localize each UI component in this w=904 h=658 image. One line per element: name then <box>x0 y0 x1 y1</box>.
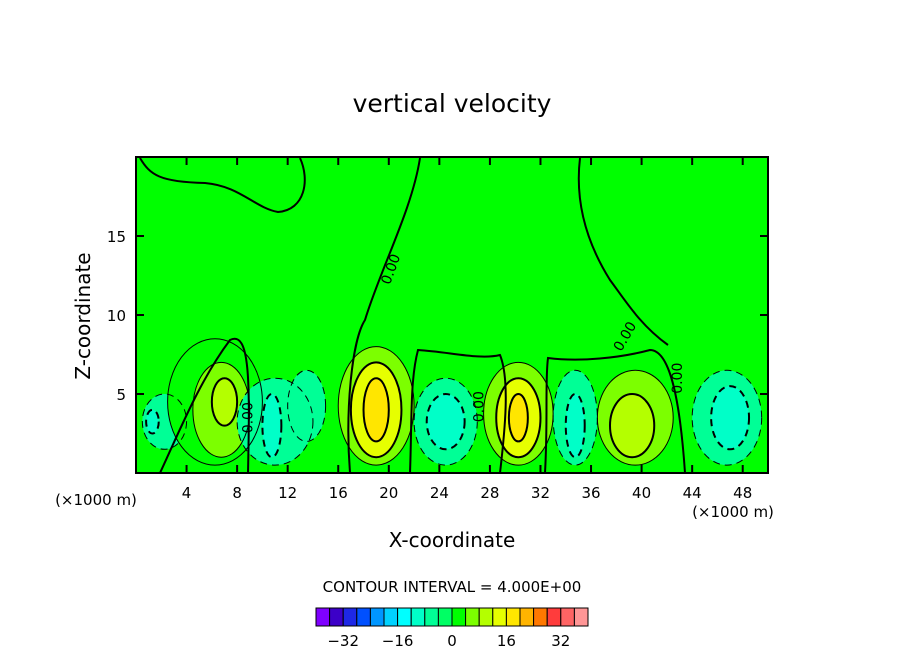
zero-contour-low-band <box>409 348 507 473</box>
contour-cell-4 <box>211 378 238 426</box>
x-tick-label-9: 40 <box>632 484 651 502</box>
x-tick-label-1: 8 <box>232 484 242 502</box>
zero-contour-label-2: 0.00 <box>472 391 488 422</box>
colorbar-tick-labels: −32 −16 0 16 32 <box>327 632 570 650</box>
x-tick-label-2: 12 <box>278 484 297 502</box>
colorbar-tick-label-3: 16 <box>497 632 516 650</box>
contour-outline-5 <box>236 377 314 466</box>
x-tick-label-5: 24 <box>430 484 449 502</box>
contour-outline-11 <box>413 377 478 466</box>
y-axis-ticks: 5 10 15 <box>107 228 768 404</box>
colorbar-swatch-16 <box>533 607 548 627</box>
x-axis-ticks: 4 8 12 16 20 24 28 32 36 40 44 48 <box>182 157 752 502</box>
colorbar-tick-label-4: 32 <box>551 632 570 650</box>
chart-title: vertical velocity <box>353 89 552 118</box>
colorbar-tick-label-1: −16 <box>382 632 414 650</box>
contour-outline-10 <box>362 377 390 443</box>
x-tick-label-11: 48 <box>733 484 752 502</box>
colorbar-swatch-2 <box>342 607 358 627</box>
x-unit-left: (×1000 m) <box>55 491 137 509</box>
contour-cell-7 <box>287 370 326 442</box>
y-axis-label: Z-coordinate <box>71 252 95 379</box>
contour-outline-9 <box>349 361 403 459</box>
x-unit-right: (×1000 m) <box>692 503 774 521</box>
contour-outline-21 <box>710 385 751 451</box>
zero-contour-central-plume-right <box>577 157 669 346</box>
x-tick-label-7: 32 <box>531 484 550 502</box>
contour-outline-20 <box>691 369 763 466</box>
y-tick-label-2: 15 <box>107 228 126 246</box>
contour-cell-21 <box>711 386 750 450</box>
contour-cell-17 <box>565 394 585 458</box>
colorbar-swatch-15 <box>519 607 535 627</box>
contour-outline-layer <box>141 338 763 466</box>
contour-cell-19 <box>610 394 655 458</box>
contour-cell-12 <box>426 394 465 450</box>
colorbar-swatch-0 <box>315 607 331 627</box>
contour-cell-10 <box>363 378 389 442</box>
x-tick-label-4: 20 <box>379 484 398 502</box>
zero-contour-label-4: 0.00 <box>670 363 686 394</box>
contour-fill-layer <box>142 338 762 466</box>
contour-outline-18 <box>596 369 674 466</box>
contour-outline-6 <box>261 393 283 459</box>
contour-outline-4 <box>210 377 239 427</box>
colorbar-swatch-8 <box>424 607 439 627</box>
zero-contour-label-1: 0.00 <box>240 402 256 433</box>
contour-outline-0 <box>141 393 188 450</box>
contour-outline-13 <box>483 361 554 466</box>
x-tick-label-6: 28 <box>480 484 499 502</box>
x-axis-label: X-coordinate <box>389 528 516 552</box>
x-tick-label-0: 4 <box>182 484 192 502</box>
colorbar-swatch-19 <box>573 607 589 627</box>
colorbar-swatch-1 <box>329 607 344 627</box>
plot-area: 0.000.00 0.000.000.00 <box>135 156 769 474</box>
contour-outline-17 <box>564 393 586 459</box>
contour-outline-7 <box>287 369 327 442</box>
contour-outline-8 <box>337 346 415 466</box>
zero-contour-right-band <box>544 348 686 473</box>
x-tick-label-10: 44 <box>683 484 702 502</box>
colorbar-swatch-14 <box>505 607 521 627</box>
colorbar-swatch-9 <box>437 607 453 627</box>
colorbar-swatch-3 <box>356 607 371 627</box>
colorbar <box>315 607 589 627</box>
contour-cell-1 <box>146 409 159 434</box>
colorbar-swatch-11 <box>465 607 480 627</box>
contour-interval-text: CONTOUR INTERVAL = 4.000E+00 <box>323 578 582 596</box>
contour-outline-12 <box>425 393 466 451</box>
colorbar-tick-label-0: −32 <box>327 632 359 650</box>
contour-outline-19 <box>609 393 656 459</box>
contour-outline-3 <box>192 361 251 458</box>
colorbar-swatch-10 <box>451 607 467 627</box>
colorbar-swatch-5 <box>383 607 399 627</box>
x-tick-label-3: 16 <box>329 484 348 502</box>
colorbar-swatch-12 <box>478 607 494 627</box>
contour-cell-6 <box>262 394 282 458</box>
colorbar-swatch-17 <box>546 607 562 627</box>
colorbar-swatch-7 <box>410 607 426 627</box>
y-tick-label-0: 5 <box>116 386 126 404</box>
contour-outline-15 <box>507 393 529 443</box>
contour-outline-1 <box>145 408 160 435</box>
colorbar-swatch-6 <box>397 607 412 627</box>
contour-outline-2 <box>167 338 263 466</box>
colorbar-swatch-13 <box>492 607 507 627</box>
contour-cell-15 <box>508 394 528 442</box>
x-tick-label-8: 36 <box>581 484 600 502</box>
contour-outline-14 <box>495 377 542 459</box>
zero-contour-upper-left <box>139 157 306 214</box>
colorbar-tick-label-2: 0 <box>447 632 457 650</box>
colorbar-swatch-18 <box>560 607 575 627</box>
zero-contour-central-plume-left <box>347 157 421 473</box>
y-tick-label-1: 10 <box>107 307 126 325</box>
colorbar-swatch-4 <box>369 607 385 627</box>
